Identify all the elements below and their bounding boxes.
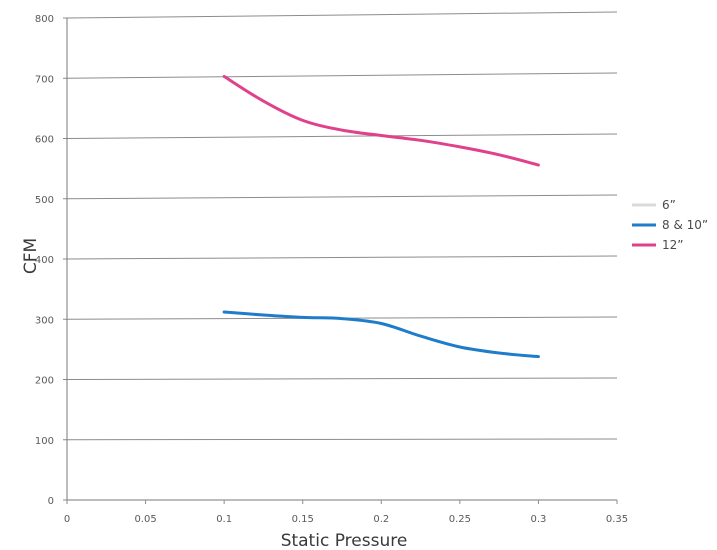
y-tick-label: 500 <box>35 195 54 206</box>
series-line-2 <box>222 74 540 167</box>
x-axis-title: Static Pressure <box>281 531 408 550</box>
gridline-y-6 <box>66 133 618 139</box>
gridline-y-4 <box>66 255 618 260</box>
legend-label-0: 6” <box>662 198 676 212</box>
x-tick-label: 0.1 <box>216 514 232 525</box>
gridline-y-2 <box>66 377 618 380</box>
y-tick-label: 700 <box>35 74 54 85</box>
y-tick-label: 100 <box>35 436 54 447</box>
x-tick-label: 0.15 <box>292 514 314 525</box>
y-axis-title: CFM <box>21 238 41 274</box>
gridline-y-1 <box>66 438 618 441</box>
series-line-1 <box>222 310 540 359</box>
x-tick-label: 0 <box>64 514 70 525</box>
y-tick-label: 0 <box>48 496 54 507</box>
x-tick-label: 0.2 <box>373 514 389 525</box>
x-tick-label: 0.35 <box>606 514 628 525</box>
legend: 6” 8 & 10” 12” <box>632 198 708 252</box>
gridlines <box>66 11 618 441</box>
legend-label-2: 12” <box>662 238 684 252</box>
x-tick-label: 0.25 <box>449 514 471 525</box>
gridline-y-7 <box>66 72 618 79</box>
x-tick-label: 0.3 <box>530 514 546 525</box>
y-tick-label: 600 <box>35 135 54 146</box>
x-tick-label: 0.05 <box>134 514 156 525</box>
legend-label-1: 8 & 10” <box>662 218 708 232</box>
x-tick-labels: 0 0.05 0.1 0.15 0.2 0.25 0.3 0.35 <box>64 514 628 525</box>
y-tick-label: 400 <box>35 255 54 266</box>
y-tick-label: 800 <box>35 14 54 25</box>
y-tick-labels: 0 100 200 300 400 500 600 700 800 <box>35 14 54 507</box>
axes <box>63 17 618 504</box>
series-lines <box>222 74 540 359</box>
gridline-y-8 <box>66 11 618 19</box>
gridline-y-5 <box>66 194 618 200</box>
y-tick-label: 200 <box>35 376 54 387</box>
y-tick-label: 300 <box>35 315 54 326</box>
